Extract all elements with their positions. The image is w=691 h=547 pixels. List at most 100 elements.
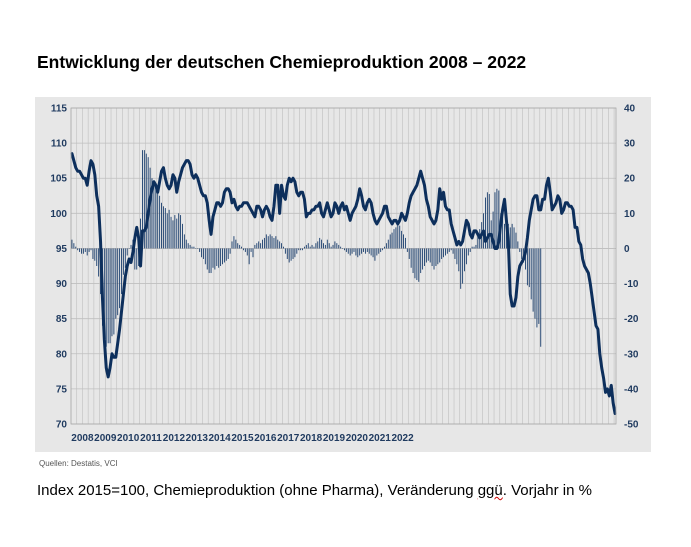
bar [178,213,180,249]
bar [391,232,393,249]
bar [313,246,315,249]
bar [471,246,473,249]
bar [450,248,452,251]
bar [359,248,361,256]
y-right-tick-label: 20 [624,174,636,185]
bar [166,213,168,249]
bar [241,246,242,249]
bar [208,248,210,274]
x-tick-label: 2017 [277,433,300,444]
bar [511,223,513,249]
bar [374,248,376,261]
bar [389,234,391,249]
bar [294,248,296,258]
bar [279,241,281,249]
bar [182,223,183,249]
bar [488,194,490,249]
bar [134,248,136,270]
bar [284,248,286,254]
bar [515,232,517,249]
bar [222,248,223,265]
bar [448,248,450,252]
bar [90,248,92,251]
bar [326,239,328,249]
bar [330,246,332,249]
bar [286,248,288,259]
bar [336,243,338,249]
bar [469,248,471,252]
bar [210,248,212,274]
bar [378,248,380,254]
bar [305,244,307,249]
bar [486,192,488,249]
bar [237,243,239,249]
x-tick-label: 2020 [346,433,369,444]
gridlines [70,107,616,425]
bar [254,244,256,249]
bar [361,248,363,254]
bar [387,239,389,249]
bar [530,248,532,300]
y-left-tick-label: 100 [50,209,67,220]
bar [525,248,526,270]
x-tick-label: 2022 [391,433,414,444]
bar [256,243,258,249]
y-right-tick-label: -30 [624,349,639,360]
bar [229,248,231,254]
bar [380,248,382,252]
bar [418,248,420,282]
bar [452,248,454,254]
bar [122,248,124,275]
bar [342,248,343,249]
bar [199,248,201,252]
bar [410,248,412,268]
bar [145,153,147,249]
bar [385,243,387,249]
bar [519,248,521,252]
bar [332,244,334,249]
bar [353,248,355,252]
bar [534,248,536,319]
bar [399,225,401,249]
bar [416,248,418,281]
bar [349,248,351,256]
bar [393,229,395,249]
bar [170,216,172,249]
bar [73,243,75,249]
chart-plot: 115110105100959085807570403020100-10-20-… [50,104,639,445]
x-tick-label: 2015 [231,433,254,444]
bar [128,248,130,249]
bar [513,227,515,249]
x-tick-label: 2008 [71,433,94,444]
bar [157,188,159,249]
bar [164,208,166,249]
bar [204,248,206,265]
bar [292,248,294,259]
bar [107,248,109,344]
bar [124,248,126,268]
bar [345,248,347,252]
bar [532,248,534,312]
caption-text-end: . Vorjahr in % [502,482,592,499]
bar [303,246,305,249]
bar [368,248,370,254]
y-right-tick-label: 10 [624,209,636,220]
bar [225,248,227,261]
bar [395,227,397,249]
bar [252,248,254,258]
bar [117,248,119,316]
bar [538,248,540,324]
bar [126,248,128,256]
bar [223,248,225,263]
bar [475,244,477,249]
y-right-tick-label: -10 [624,279,639,290]
bar [296,248,298,254]
bar [216,248,218,266]
bar [454,248,456,259]
chart-panel: 115 110 105 100 95 90 85 80 75 70 40 30 20 10 0 -10 -20-… [35,97,651,452]
y-right-tick-label: 40 [624,104,636,115]
bar [315,243,317,249]
x-tick-label: 2019 [323,433,346,444]
bar [269,234,271,249]
bar [195,248,197,249]
